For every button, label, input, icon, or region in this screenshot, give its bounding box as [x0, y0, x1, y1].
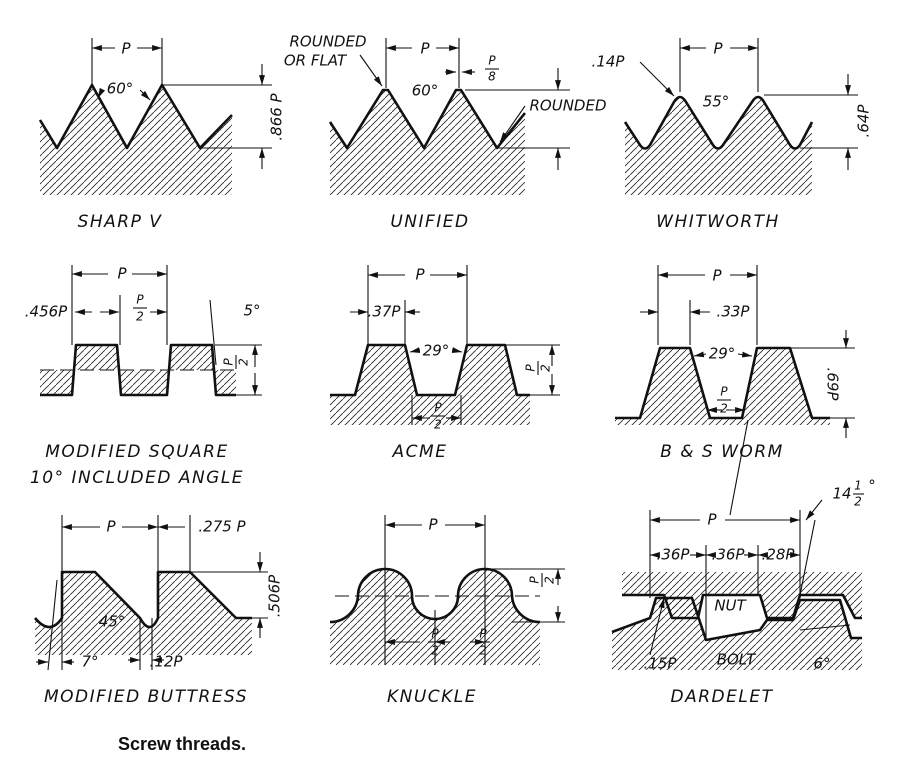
fraction-den: 2: [854, 495, 862, 509]
fraction-den: 2: [237, 358, 251, 366]
angle-label: 6°: [813, 655, 830, 673]
dim-label: .12P: [150, 653, 184, 671]
angle-label: 55°: [703, 93, 730, 111]
thread-name: KNUCKLE: [387, 687, 477, 707]
dim-label: P: [713, 40, 723, 58]
dim-label: .64P: [855, 104, 873, 138]
fraction-num: P: [524, 364, 538, 372]
fraction-den: 8: [488, 70, 496, 84]
thread-name: B & S WORM: [660, 442, 784, 462]
panel-modified-buttress: P .275 P .506P 45° 7° .12P MODIFIED BUTT…: [34, 515, 284, 707]
panel-unified: ROUNDED OR FLAT P 60° P 8 ROUNDED UNIFIE…: [284, 33, 607, 233]
panel-whitworth: .14P P 55° .64P WHITWORTH: [592, 38, 873, 232]
dim-label: .69P: [824, 368, 842, 402]
thread-name: MODIFIED BUTTRESS: [44, 687, 248, 707]
dim-label: .456P: [25, 303, 68, 321]
fraction-num: P: [488, 54, 496, 68]
fraction-den: 2: [434, 418, 442, 432]
dim-label: P: [117, 265, 127, 283]
panel-modified-square: P .456P P 2 5° P 2 MODIFIED SQUARE 10° I…: [25, 265, 262, 488]
fraction-num: P: [528, 576, 542, 584]
fraction-den: 2: [479, 644, 487, 658]
angle-label: 29°: [423, 342, 450, 360]
fraction-num: P: [222, 358, 236, 366]
dim-label: .506P: [266, 574, 284, 617]
dim-label: .33P: [717, 303, 751, 321]
part-label: NUT: [714, 597, 747, 615]
caption: Screw threads.: [118, 734, 246, 754]
angle-label: 45°: [99, 613, 126, 631]
part-label: BOLT: [717, 651, 757, 669]
fraction-den: 2: [543, 576, 557, 584]
dim-label: .28P: [762, 546, 796, 564]
angle-label: 14: [832, 485, 851, 503]
panel-bs-worm: P .33P 29° P 2 .69P B & S WORM: [615, 265, 855, 516]
fraction-den: 2: [539, 364, 553, 372]
angle-label: 7°: [81, 653, 98, 671]
fraction-num: P: [720, 385, 728, 399]
dim-label: P: [121, 40, 131, 58]
dim-label: .37P: [368, 303, 402, 321]
dim-label: .15P: [644, 655, 678, 673]
panel-sharp-v: P 60° .866 P SHARP V: [38, 38, 286, 232]
dim-label: .36P: [712, 546, 746, 564]
angle-label: 60°: [107, 80, 134, 98]
fraction-num: 1: [854, 479, 862, 493]
panel-knuckle: P P 2 P 2 P 2 KNUCKLE: [329, 515, 565, 707]
thread-name: SHARP V: [78, 212, 163, 232]
fraction-num: P: [434, 401, 442, 415]
dim-label: P: [420, 40, 430, 58]
fraction-num: P: [479, 627, 487, 641]
thread-name: ACME: [392, 442, 448, 462]
dim-label: P: [428, 516, 438, 534]
fraction-num: P: [431, 627, 439, 641]
panel-dardelet: P 14 1 2 ° .36P .36P .28P NUT BOLT .15P …: [611, 477, 876, 707]
fraction-den: 2: [431, 644, 439, 658]
dim-label: .275 P: [198, 518, 246, 536]
dim-label: P: [707, 511, 717, 529]
thread-name: MODIFIED SQUARE: [45, 442, 228, 462]
dim-label: .866 P: [268, 92, 286, 140]
thread-name: WHITWORTH: [656, 212, 780, 232]
dim-label: .14P: [592, 53, 626, 71]
angle-label: 5°: [243, 302, 260, 320]
note: ROUNDED: [529, 97, 606, 115]
dim-label: P: [712, 267, 722, 285]
thread-name: DARDELET: [671, 687, 774, 707]
note: OR FLAT: [284, 52, 348, 70]
dim-label: .36P: [657, 546, 691, 564]
thread-name: UNIFIED: [390, 212, 469, 232]
dim-label: P: [106, 518, 116, 536]
dim-label: P: [415, 266, 425, 284]
note: ROUNDED: [289, 33, 366, 51]
fraction-den: 2: [720, 402, 728, 416]
thread-name: 10° INCLUDED ANGLE: [30, 468, 244, 488]
angle-label: 29°: [709, 345, 736, 363]
fraction-num: P: [136, 293, 144, 307]
fraction-den: 2: [136, 310, 144, 324]
angle-label: °: [868, 477, 876, 495]
angle-label: 60°: [412, 82, 439, 100]
panel-acme: P .37P 29° P 2 P 2 ACME: [330, 265, 560, 462]
